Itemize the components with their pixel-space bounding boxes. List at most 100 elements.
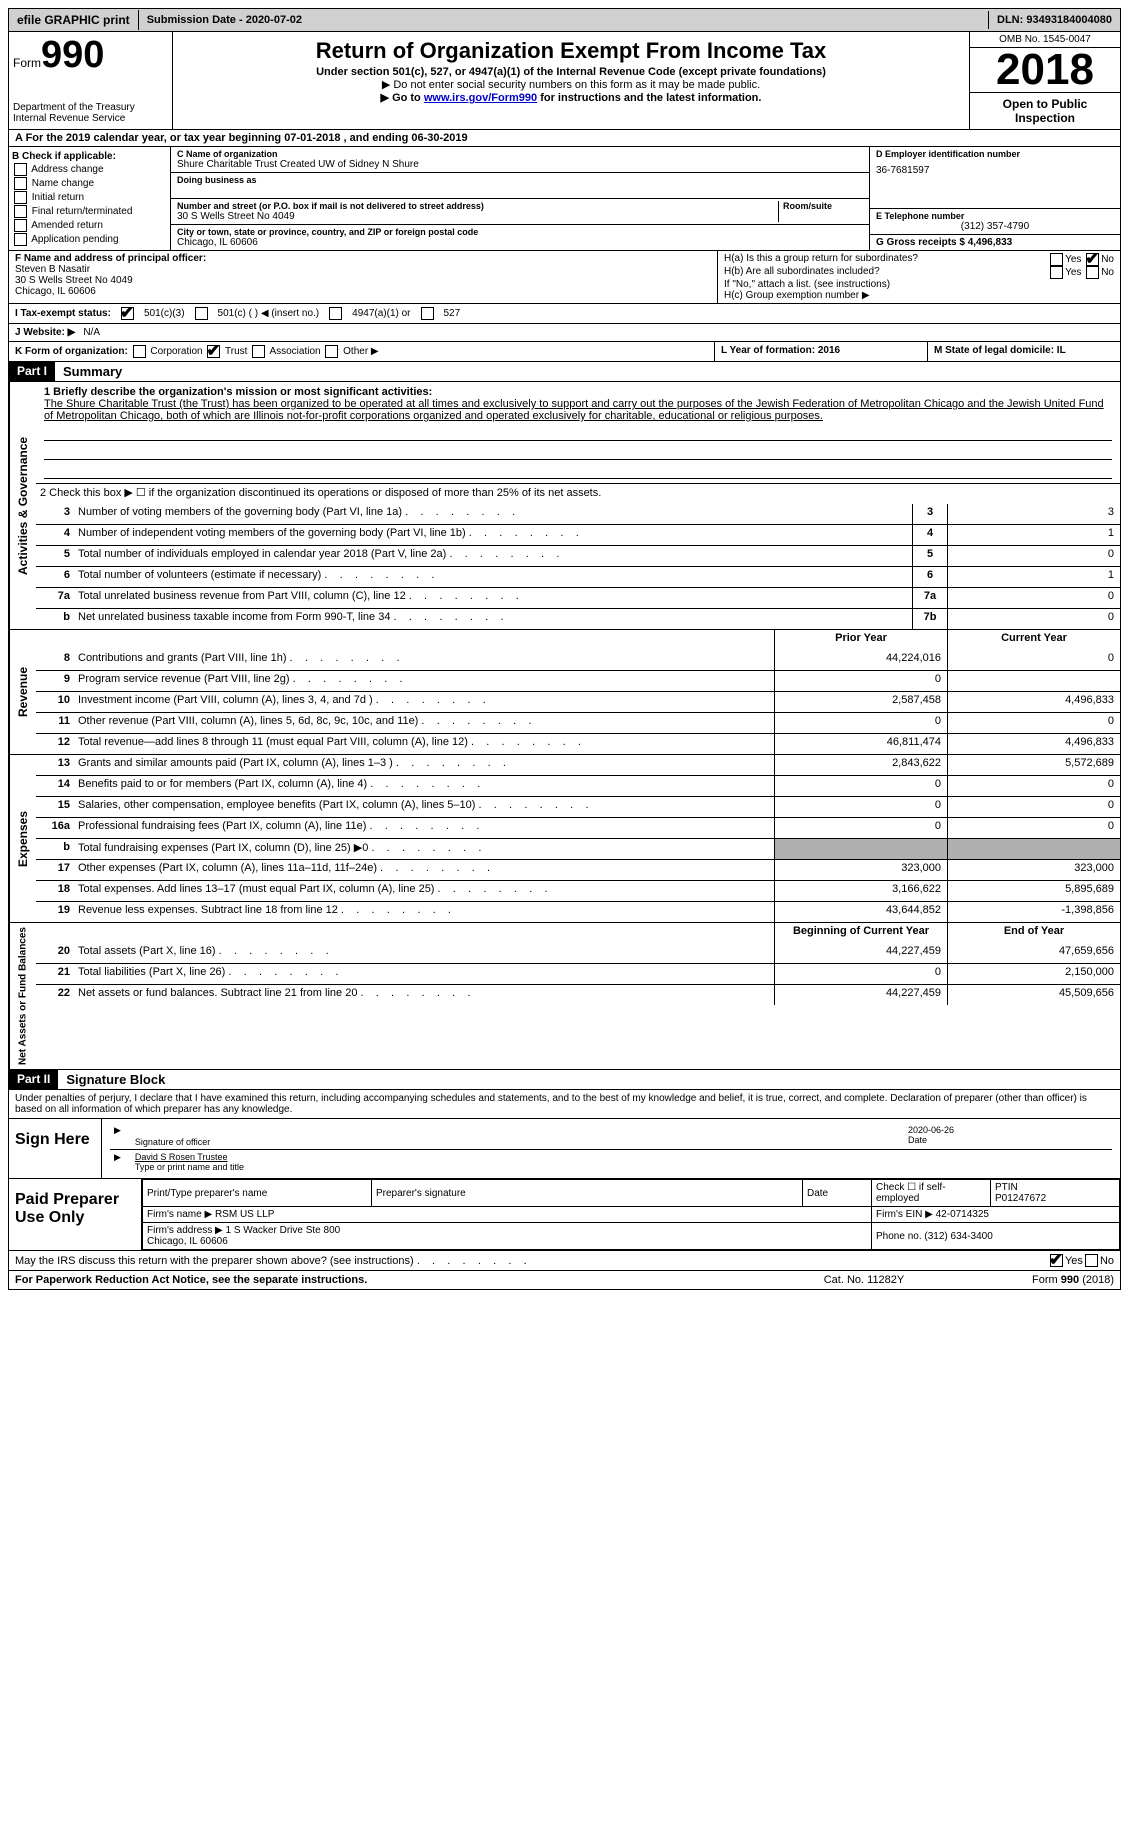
cb-ha-no[interactable] (1086, 253, 1099, 266)
prep-date-hdr: Date (803, 1180, 872, 1207)
submission-date: Submission Date - 2020-07-02 (139, 11, 988, 29)
room-label: Room/suite (783, 201, 863, 211)
prior-year-hdr: Prior Year (774, 630, 947, 650)
cb-other[interactable] (325, 345, 338, 358)
firm-name: RSM US LLP (215, 1209, 274, 1220)
addr-label: Number and street (or P.O. box if mail i… (177, 201, 774, 211)
side-activities: Activities & Governance (9, 382, 36, 629)
principal-label: F Name and address of principal officer: (15, 253, 206, 264)
dln: DLN: 93493184004080 (988, 11, 1120, 29)
paid-preparer-block: Paid Preparer Use Only Print/Type prepar… (8, 1179, 1121, 1251)
year-formation: L Year of formation: 2016 (715, 342, 928, 362)
prep-sig-hdr: Preparer's signature (372, 1180, 803, 1207)
net-assets-section: Net Assets or Fund Balances Beginning of… (8, 923, 1121, 1070)
sig-date: 2020-06-26 (908, 1125, 954, 1135)
cb-assoc[interactable] (252, 345, 265, 358)
cb-ha-yes[interactable] (1050, 253, 1063, 266)
sign-here-label: Sign Here (9, 1119, 102, 1178)
ein-value: 36-7681597 (876, 165, 1114, 176)
part2-header: Part II Signature Block (8, 1070, 1121, 1090)
ein-label: D Employer identification number (876, 149, 1114, 159)
cb-address-change[interactable] (14, 163, 27, 176)
expenses-section: Expenses 13Grants and similar amounts pa… (8, 755, 1121, 923)
cb-527[interactable] (421, 307, 434, 320)
cb-amended[interactable] (14, 219, 27, 232)
state-domicile: M State of legal domicile: IL (928, 342, 1121, 362)
signature-block: Under penalties of perjury, I declare th… (8, 1090, 1121, 1179)
principal-addr1: 30 S Wells Street No 4049 (15, 275, 133, 286)
paid-prep-label: Paid Preparer Use Only (9, 1179, 142, 1250)
discuss-row: May the IRS discuss this return with the… (8, 1251, 1121, 1271)
dba-label: Doing business as (177, 175, 863, 185)
current-year-hdr: Current Year (947, 630, 1120, 650)
org-name-label: C Name of organization (177, 149, 863, 159)
org-name: Shure Charitable Trust Created UW of Sid… (177, 159, 863, 170)
cb-4947[interactable] (329, 307, 342, 320)
dept-label: Department of the Treasury Internal Reve… (13, 102, 168, 124)
klm-row: K Form of organization: Corporation Trus… (8, 342, 1121, 362)
org-info-block: B Check if applicable: Address change Na… (8, 147, 1121, 251)
prep-check: Check ☐ if self-employed (872, 1180, 991, 1207)
form-title: Return of Organization Exempt From Incom… (181, 38, 961, 64)
sig-arrow-icon: ▶ (110, 1123, 125, 1149)
open-inspection: Open to Public Inspection (970, 93, 1120, 129)
cb-hb-no[interactable] (1086, 266, 1099, 279)
revenue-section: Revenue Prior Year Current Year 8Contrib… (8, 630, 1121, 755)
cb-corp[interactable] (133, 345, 146, 358)
principal-h-row: F Name and address of principal officer:… (8, 251, 1121, 304)
ssn-note: ▶ Do not enter social security numbers o… (181, 78, 961, 91)
footer-row: For Paperwork Reduction Act Notice, see … (8, 1271, 1121, 1290)
hc-label: H(c) Group exemption number ▶ (724, 290, 1114, 301)
efile-print-btn[interactable]: efile GRAPHIC print (9, 10, 139, 30)
firm-ein: 42-0714325 (936, 1209, 989, 1220)
ha-label: H(a) Is this a group return for subordin… (724, 253, 918, 266)
end-year-hdr: End of Year (947, 923, 1120, 943)
city-label: City or town, state or province, country… (177, 227, 863, 237)
side-netassets: Net Assets or Fund Balances (9, 923, 36, 1069)
tax-status-row: I Tax-exempt status: 501(c)(3) 501(c) ( … (8, 304, 1121, 324)
tax-year: 2018 (970, 48, 1120, 93)
form-header: Form990 Department of the Treasury Inter… (8, 32, 1121, 130)
ptin-value: P01247672 (995, 1193, 1046, 1204)
gross-receipts: G Gross receipts $ 4,496,833 (876, 237, 1114, 248)
hb-note: If "No," attach a list. (see instruction… (724, 279, 1114, 290)
cb-name-change[interactable] (14, 177, 27, 190)
line2-discontinued: 2 Check this box ▶ ☐ if the organization… (36, 484, 1120, 504)
firm-phone: (312) 634-3400 (924, 1231, 992, 1242)
cb-trust[interactable] (207, 345, 220, 358)
cb-final-return[interactable] (14, 205, 27, 218)
top-bar: efile GRAPHIC print Submission Date - 20… (8, 8, 1121, 32)
side-expenses: Expenses (9, 755, 36, 922)
name-arrow-icon: ▶ (110, 1150, 125, 1174)
row-a-period: A For the 2019 calendar year, or tax yea… (8, 130, 1121, 147)
irs-link[interactable]: www.irs.gov/Form990 (424, 92, 537, 104)
website-row: J Website: ▶ N/A (8, 324, 1121, 342)
form-subtitle: Under section 501(c), 527, or 4947(a)(1)… (181, 66, 961, 78)
hb-label: H(b) Are all subordinates included? (724, 266, 880, 279)
org-address: 30 S Wells Street No 4049 (177, 211, 774, 222)
mission-text: The Shure Charitable Trust (the Trust) h… (44, 398, 1112, 422)
prep-name-hdr: Print/Type preparer's name (143, 1180, 372, 1207)
col-b-checkboxes: B Check if applicable: Address change Na… (9, 147, 171, 250)
form-number: Form990 (13, 36, 168, 74)
cb-501c3[interactable] (121, 307, 134, 320)
form-ref: Form 990 (2018) (964, 1274, 1114, 1286)
side-revenue: Revenue (9, 630, 36, 754)
officer-name: David S Rosen Trustee (135, 1152, 228, 1162)
org-city: Chicago, IL 60606 (177, 237, 863, 248)
phone-label: E Telephone number (876, 211, 1114, 221)
cb-app-pending[interactable] (14, 233, 27, 246)
perjury-text: Under penalties of perjury, I declare th… (9, 1090, 1120, 1119)
cat-no: Cat. No. 11282Y (764, 1274, 964, 1286)
cb-discuss-no[interactable] (1085, 1254, 1098, 1267)
cb-discuss-yes[interactable] (1050, 1254, 1063, 1267)
mission-label: 1 Briefly describe the organization's mi… (44, 386, 1112, 398)
goto-note: ▶ Go to www.irs.gov/Form990 for instruct… (181, 91, 961, 104)
principal-name: Steven B Nasatir (15, 264, 90, 275)
activities-governance: Activities & Governance 1 Briefly descri… (8, 382, 1121, 630)
cb-hb-yes[interactable] (1050, 266, 1063, 279)
principal-addr2: Chicago, IL 60606 (15, 286, 96, 297)
part1-header: Part I Summary (8, 362, 1121, 382)
cb-initial-return[interactable] (14, 191, 27, 204)
cb-501c[interactable] (195, 307, 208, 320)
